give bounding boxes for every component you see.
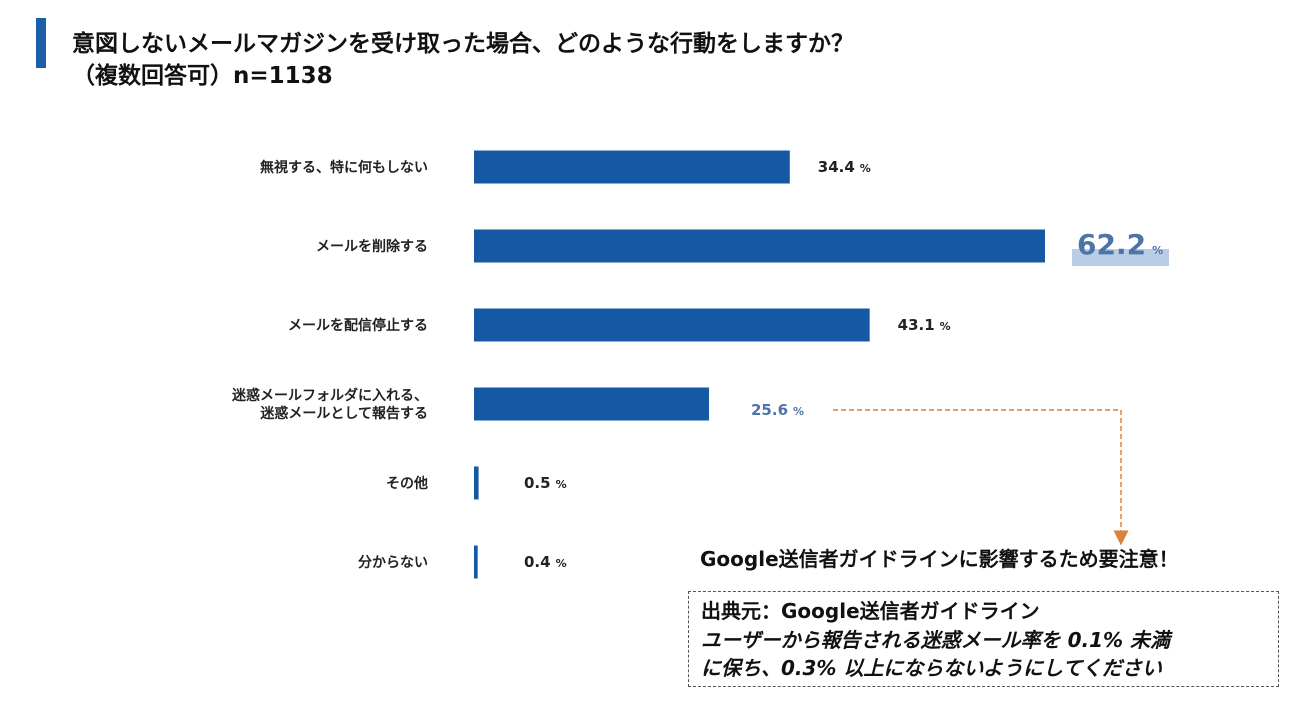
category-label-line: 迷惑メールフォルダに入れる、 [231,387,428,404]
category-label-line: その他 [386,475,428,492]
value-label-2: 43.1% [898,316,951,334]
category-label-0: 無視する、特に何もしない [260,159,428,176]
bar-1 [474,229,1045,263]
title-accent-bar [36,18,46,68]
source-box: 出典元：Google送信者ガイドライン ユーザーから報告される迷惑メール率を 0… [688,591,1279,687]
category-label-line: 無視する、特に何もしない [260,159,428,176]
bar-3 [474,387,710,421]
bars-layer [474,150,1045,579]
bar-5 [474,545,478,579]
category-label-5: 分からない [358,555,428,571]
value-label-0: 34.4% [818,158,871,176]
chart-title-line2: （複数回答可）n=1138 [72,63,333,89]
chart-title-line1: 意図しないメールマガジンを受け取った場合、どのような行動をしますか？ [72,31,854,57]
category-label-1: メールを削除する [316,238,428,255]
category-label-line: 分からない [358,555,428,571]
bar-4 [474,466,479,500]
value-label-3: 25.6% [751,401,804,419]
source-title: 出典元：Google送信者ガイドライン [701,599,1040,623]
callout-arrow [833,409,1129,546]
source-line-1: ユーザーから報告される迷惑メール率を 0.1% 未満 [701,628,1170,652]
labels-layer: 無視する、特に何もしない 34.4 % メールを削除する 62.2 % メールを配信停止する… [231,158,1169,571]
callout-warning: Google送信者ガイドラインに影響するため要注意！ [700,547,1179,571]
category-label-line: メールを削除する [316,238,428,255]
category-label-line: メールを配信停止する [288,317,428,334]
highlight-box [1072,249,1169,266]
category-label-2: メールを配信停止する [288,317,428,334]
category-label-line: 迷惑メールとして報告する [259,405,428,422]
value-label-4: 0.5% [524,474,567,492]
source-line-2: に保ち、0.3% 以上にならないようにしてください [701,656,1162,680]
category-label-4: その他 [386,475,428,492]
chart-title: 意図しないメールマガジンを受け取った場合、どのような行動をしますか？ （複数回答… [72,28,854,92]
bar-0 [474,150,790,184]
value-label-5: 0.4% [524,553,567,571]
category-label-3: 迷惑メールフォルダに入れる、迷惑メールとして報告する [231,387,428,422]
value-label-1: 62.2% [1077,228,1163,261]
bar-2 [474,308,870,342]
